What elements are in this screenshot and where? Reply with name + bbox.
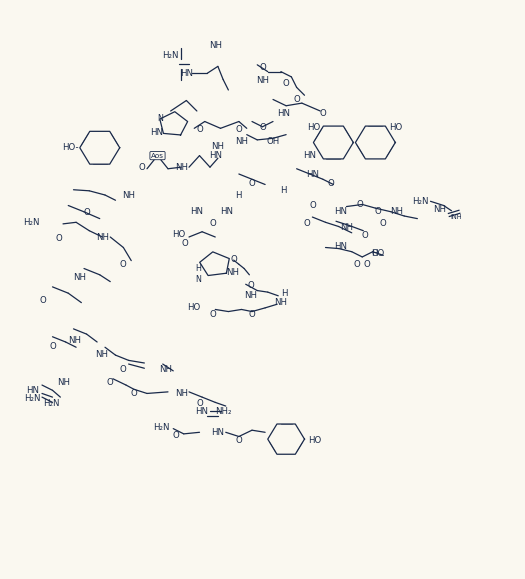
- Text: NH: NH: [74, 273, 86, 283]
- Text: H: H: [281, 289, 288, 298]
- Text: H₂N: H₂N: [43, 400, 60, 408]
- Text: O: O: [362, 232, 368, 240]
- Text: HO: HO: [371, 250, 385, 258]
- Text: H: H: [280, 186, 287, 195]
- Text: O: O: [139, 163, 145, 172]
- Text: O: O: [328, 179, 334, 188]
- Text: HN: HN: [220, 207, 233, 217]
- Text: NH: NH: [122, 190, 135, 200]
- Text: NH: NH: [245, 291, 257, 301]
- Text: NH: NH: [340, 223, 353, 232]
- Text: O: O: [196, 125, 203, 134]
- Text: O: O: [120, 365, 127, 374]
- Text: HO: HO: [308, 436, 322, 445]
- Text: NH: NH: [256, 76, 269, 85]
- Text: NH₂: NH₂: [215, 407, 232, 416]
- Text: NH: NH: [226, 268, 239, 277]
- Text: H: H: [195, 264, 202, 273]
- Text: NH: NH: [212, 142, 224, 151]
- Text: HO: HO: [388, 123, 402, 132]
- Text: HN: HN: [180, 69, 193, 78]
- Text: O: O: [230, 255, 237, 263]
- Text: O: O: [49, 342, 56, 351]
- Text: O: O: [173, 431, 179, 440]
- Text: HO-: HO-: [62, 143, 79, 152]
- Text: H₂N: H₂N: [24, 394, 41, 403]
- Text: HN: HN: [334, 207, 346, 217]
- Text: NH: NH: [175, 163, 187, 172]
- Text: O: O: [304, 219, 310, 228]
- Text: N: N: [157, 114, 163, 123]
- Text: HN: HN: [26, 386, 39, 395]
- Text: O: O: [259, 123, 266, 132]
- Text: H: H: [236, 190, 242, 200]
- Text: H₂N: H₂N: [412, 197, 428, 206]
- Text: O: O: [120, 261, 127, 269]
- Text: NH: NH: [95, 350, 108, 359]
- Text: Aos: Aos: [151, 153, 164, 159]
- Text: O: O: [363, 260, 370, 269]
- Text: O: O: [372, 250, 379, 258]
- Text: O: O: [40, 295, 46, 305]
- Text: OH: OH: [266, 137, 280, 146]
- Text: HO: HO: [172, 230, 185, 239]
- Text: O: O: [380, 219, 386, 228]
- Text: O: O: [354, 260, 360, 269]
- Text: O: O: [209, 219, 216, 228]
- Text: H₂N: H₂N: [23, 218, 40, 227]
- Text: NH: NH: [390, 207, 403, 217]
- Text: NH: NH: [175, 389, 187, 398]
- Text: O: O: [131, 389, 137, 398]
- Text: O: O: [320, 109, 326, 118]
- Text: O: O: [182, 239, 188, 248]
- Text: O: O: [107, 379, 113, 387]
- Text: O: O: [56, 234, 62, 243]
- Text: HO: HO: [307, 123, 321, 132]
- Text: NH: NH: [96, 233, 109, 241]
- Text: O: O: [375, 207, 381, 217]
- Text: HO: HO: [187, 303, 201, 313]
- Text: NH: NH: [235, 137, 248, 146]
- Text: HN: HN: [306, 170, 319, 178]
- Text: O: O: [209, 310, 216, 319]
- Text: NH: NH: [69, 336, 81, 346]
- Text: N: N: [195, 274, 202, 284]
- Text: NH: NH: [275, 298, 287, 307]
- Text: O: O: [196, 400, 203, 408]
- Text: O: O: [236, 125, 242, 134]
- Text: HN: HN: [150, 127, 163, 137]
- Text: O: O: [249, 179, 255, 188]
- Text: NH: NH: [58, 379, 70, 387]
- Text: O: O: [259, 63, 266, 72]
- Text: NH: NH: [159, 365, 172, 374]
- Text: NH: NH: [209, 41, 222, 50]
- Text: HN: HN: [277, 109, 290, 118]
- Text: HN: HN: [303, 151, 316, 160]
- Text: O: O: [293, 95, 300, 104]
- Text: HN: HN: [191, 207, 203, 217]
- Text: O: O: [83, 208, 90, 217]
- Text: HN: HN: [209, 151, 222, 160]
- Text: H₂N: H₂N: [162, 51, 179, 60]
- Text: O: O: [236, 436, 242, 445]
- Text: O: O: [356, 200, 363, 209]
- Text: H₂N: H₂N: [153, 423, 170, 432]
- Text: O: O: [249, 310, 255, 319]
- Text: HN: HN: [334, 242, 346, 251]
- Text: HN: HN: [212, 428, 224, 437]
- Text: O: O: [309, 201, 316, 210]
- Text: O: O: [248, 281, 254, 290]
- Text: O: O: [283, 79, 289, 88]
- Text: NH: NH: [434, 205, 446, 214]
- Text: INH: INH: [450, 214, 461, 220]
- Text: HN: HN: [196, 407, 208, 416]
